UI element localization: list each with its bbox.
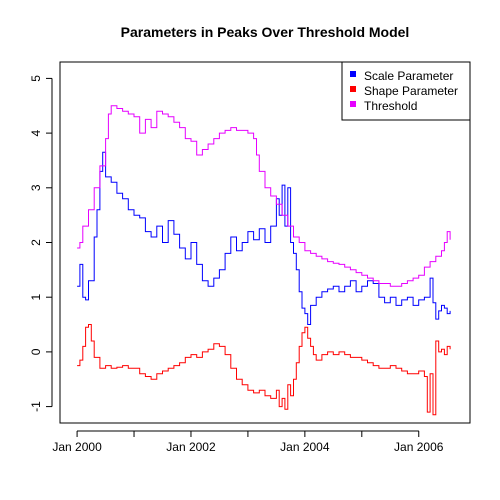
legend-label: Shape Parameter: [364, 84, 458, 98]
y-tick-label: 0: [29, 348, 43, 355]
axes: Jan 2000 Jan 2002 Jan 2004 Jan 2006 -1 0 1 2 3 4 5: [29, 75, 444, 454]
series-line-shape-parameter: [77, 324, 451, 416]
x-tick-label: Jan 2002: [166, 440, 216, 454]
legend-label: Scale Parameter: [364, 69, 453, 83]
legend-box: [341, 61, 471, 121]
legend-swatch-scale-parameter: [350, 71, 356, 77]
y-tick-label: 3: [29, 184, 43, 191]
y-tick-label: 1: [29, 294, 43, 301]
y-tick-label: 4: [29, 129, 43, 136]
series-layer: [77, 105, 451, 416]
legend-label: Threshold: [364, 99, 417, 113]
legend-swatch-shape-parameter: [350, 86, 356, 92]
y-tick-label: 2: [29, 239, 43, 246]
chart-title: Parameters in Peaks Over Threshold Model: [121, 24, 410, 40]
x-tick-label: Jan 2004: [280, 440, 330, 454]
series-line-scale-parameter: [77, 151, 451, 325]
series-line-threshold: [77, 105, 451, 287]
legend-swatch-threshold: [350, 101, 356, 107]
y-tick-label: 5: [29, 75, 43, 82]
x-tick-label: Jan 2006: [394, 440, 444, 454]
y-tick-label: -1: [29, 401, 43, 412]
x-tick-label: Jan 2000: [52, 440, 102, 454]
plot-frame: [59, 61, 471, 424]
